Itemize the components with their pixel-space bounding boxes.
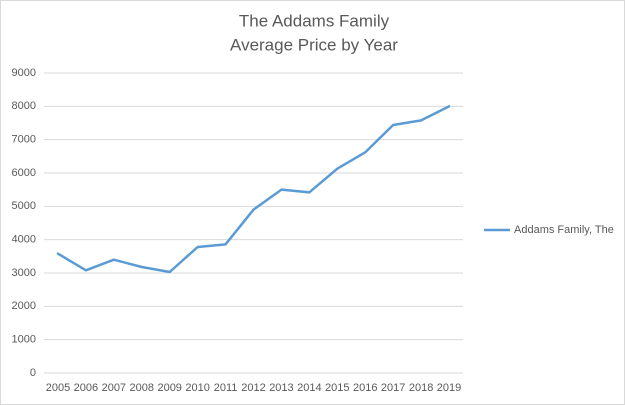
x-tick-label: 2009 — [157, 382, 181, 394]
y-tick-label: 6000 — [12, 167, 36, 179]
x-tick-label: 2011 — [214, 382, 238, 394]
legend-label: Addams Family, The — [514, 224, 614, 236]
y-tick-label: 5000 — [12, 200, 36, 212]
x-tick-label: 2018 — [409, 382, 433, 394]
x-tick-label: 2013 — [269, 382, 293, 394]
y-tick-label: 8000 — [12, 100, 36, 112]
x-tick-label: 2010 — [185, 382, 209, 394]
x-tick-label: 2017 — [381, 382, 405, 394]
chart-subtitle: Average Price by Year — [230, 35, 398, 54]
x-tick-label: 2014 — [297, 382, 321, 394]
x-tick-label: 2015 — [325, 382, 349, 394]
x-tick-label: 2006 — [74, 382, 98, 394]
y-tick-label: 2000 — [12, 300, 36, 312]
chart-title: The Addams Family — [239, 11, 390, 30]
data-line — [56, 105, 451, 274]
y-tick-label: 7000 — [12, 134, 36, 146]
y-tick-label: 0 — [30, 367, 36, 379]
x-tick-label: 2005 — [46, 382, 70, 394]
x-tick-label: 2019 — [437, 382, 461, 394]
x-tick-label: 2016 — [353, 382, 377, 394]
x-tick-label: 2007 — [102, 382, 126, 394]
x-tick-label: 2008 — [130, 382, 154, 394]
x-tick-label: 2012 — [241, 382, 265, 394]
y-tick-label: 4000 — [12, 234, 36, 246]
y-tick-label: 9000 — [12, 67, 36, 79]
y-tick-label: 1000 — [12, 334, 36, 346]
y-tick-label: 3000 — [12, 267, 36, 279]
